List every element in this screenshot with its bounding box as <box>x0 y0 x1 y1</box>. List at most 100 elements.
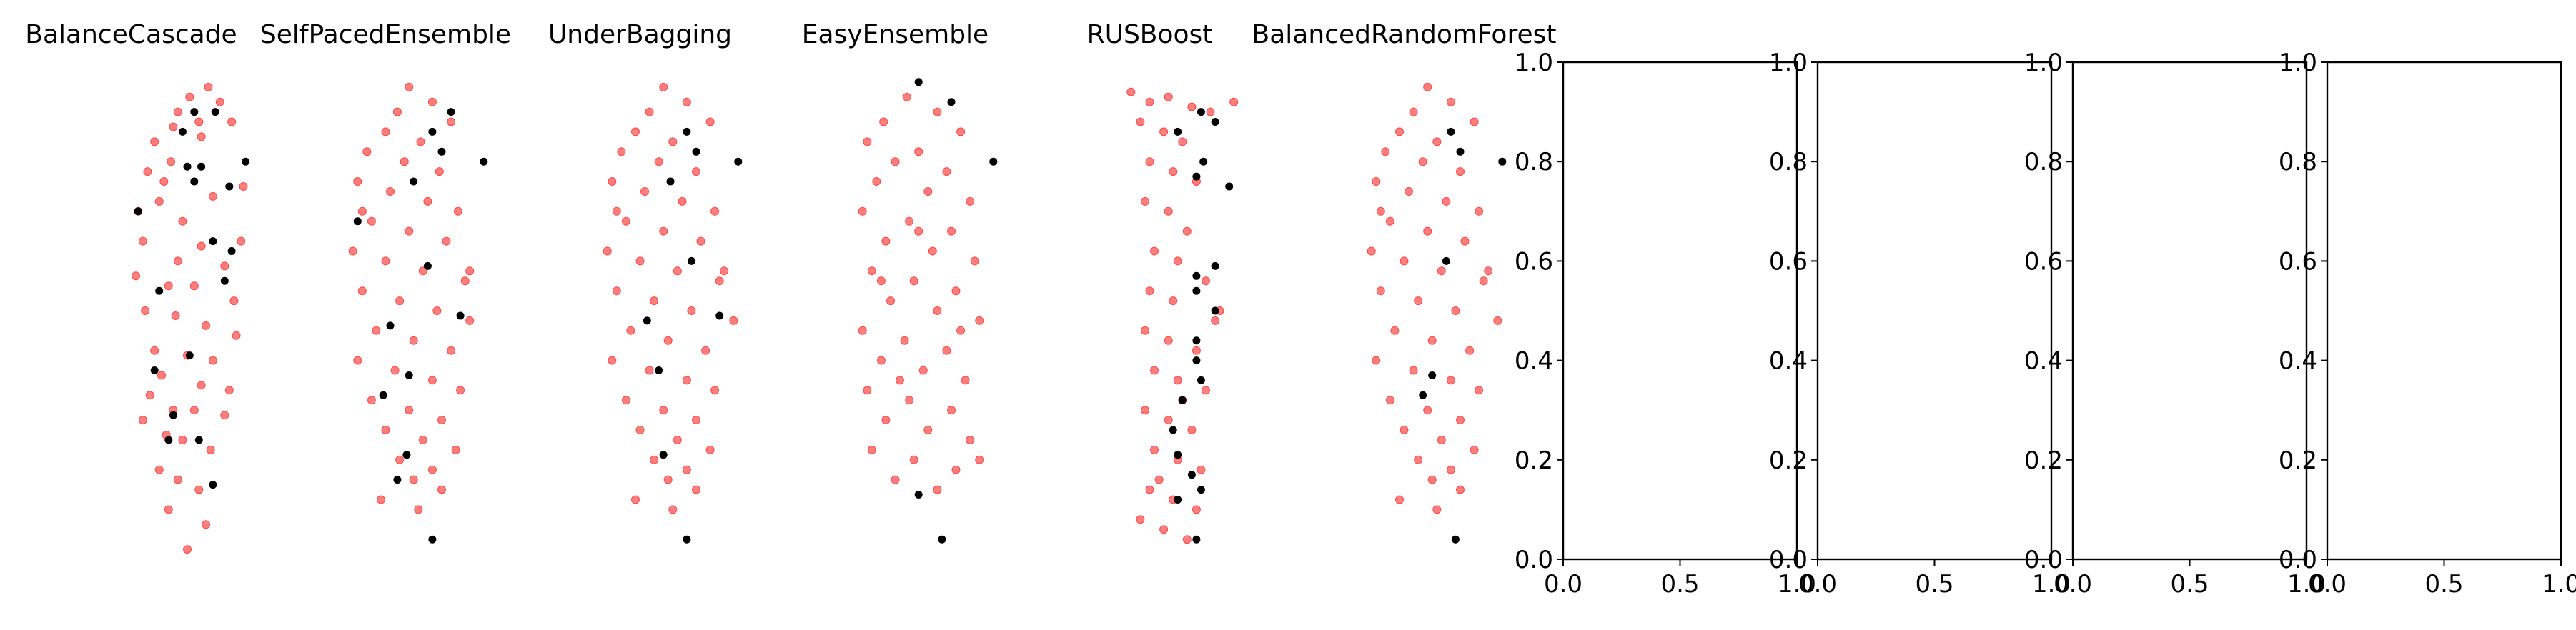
panel-6: BalancedRandomForest <box>1252 20 1556 544</box>
minority-point <box>1136 515 1145 524</box>
y-tick-label: 0.6 <box>1769 247 1808 276</box>
minority-point <box>1446 465 1455 474</box>
minority-point <box>409 475 418 484</box>
minority-point <box>227 117 237 126</box>
minority-point <box>876 356 886 365</box>
minority-point <box>612 206 621 216</box>
minority-point <box>1197 465 1206 474</box>
minority-point <box>1145 97 1154 106</box>
x-tick-label: 0.5 <box>1915 570 1953 599</box>
majority-point <box>209 481 217 489</box>
x-tick-label: 0.0 <box>1544 570 1582 599</box>
majority-point <box>1192 356 1201 365</box>
minority-point <box>729 316 738 325</box>
minority-point <box>138 416 147 425</box>
minority-point <box>891 157 900 166</box>
minority-point <box>150 137 159 146</box>
minority-point <box>1423 406 1432 415</box>
panel-8: 0.0 0.5 1.00.00.20.40.60.81.0 <box>1769 49 2071 599</box>
majority-point <box>428 535 437 544</box>
minority-point <box>386 187 395 196</box>
minority-point <box>456 386 465 395</box>
minority-point <box>858 206 867 216</box>
majority-point <box>1197 376 1205 384</box>
minority-point <box>224 386 234 395</box>
majority-point <box>1197 108 1205 116</box>
minority-point <box>442 236 451 246</box>
axes-frame <box>2326 61 2562 561</box>
majority-point <box>683 127 691 136</box>
y-tick-label: 0.0 <box>2279 546 2317 574</box>
minority-point <box>617 147 626 156</box>
panel-2: SelfPacedEnsemble <box>260 20 511 544</box>
minority-point <box>1451 306 1460 315</box>
y-tick-label: 1.0 <box>1769 49 1808 77</box>
minority-point <box>902 92 911 101</box>
minority-point <box>367 216 376 226</box>
minority-point <box>215 97 224 106</box>
minority-point <box>659 406 668 415</box>
minority-point <box>682 376 691 385</box>
y-tick-label: 0.6 <box>2279 247 2317 276</box>
majority-point <box>150 366 159 374</box>
minority-point <box>603 246 612 256</box>
minority-point <box>1432 137 1442 146</box>
majority-point <box>1211 118 1219 126</box>
minority-point <box>164 505 173 514</box>
minority-point <box>194 485 204 494</box>
minority-point <box>928 246 937 256</box>
panel-4: EasyEnsemble <box>802 20 998 544</box>
minority-point <box>1465 346 1475 355</box>
minority-point <box>1229 97 1239 106</box>
panel-title: UnderBagging <box>548 20 732 49</box>
minority-point <box>1405 187 1413 196</box>
x-tick-label: 1.0 <box>1778 570 1816 599</box>
minority-point <box>645 107 654 116</box>
minority-point <box>645 366 654 375</box>
y-tick-label: 0.8 <box>2024 148 2063 176</box>
minority-point <box>668 137 678 146</box>
majority-point <box>353 217 362 226</box>
minority-point <box>1169 167 1178 176</box>
majority-point <box>194 436 203 444</box>
y-tick-label: 0.0 <box>1515 546 1553 574</box>
y-tick-label: 0.2 <box>2279 446 2317 475</box>
minority-point <box>437 416 446 425</box>
x-tick-label: 0.5 <box>2424 570 2463 599</box>
minority-point <box>145 391 154 400</box>
minority-point <box>608 177 617 186</box>
y-tick-label: 0.4 <box>1515 347 1553 376</box>
minority-point <box>1446 97 1455 106</box>
y-tick-label: 0.2 <box>1515 446 1553 475</box>
minority-point <box>1150 246 1159 256</box>
minority-point <box>909 276 918 286</box>
minority-point <box>918 366 928 375</box>
majority-point <box>914 491 923 499</box>
minority-point <box>1484 266 1493 276</box>
minority-point <box>1159 127 1169 136</box>
majority-point <box>242 157 250 166</box>
minority-point <box>395 296 405 306</box>
minority-point <box>1470 445 1479 454</box>
minority-point <box>876 276 886 286</box>
minority-point <box>1456 167 1465 176</box>
majority-point <box>211 108 219 116</box>
minority-point <box>650 296 659 306</box>
minority-point <box>923 426 933 434</box>
minority-point <box>400 157 409 166</box>
majority-point <box>947 98 956 106</box>
minority-point <box>390 366 400 375</box>
minority-point <box>970 256 979 266</box>
minority-point <box>1173 376 1182 385</box>
majority-point <box>402 451 411 459</box>
minority-point <box>914 147 923 156</box>
y-tick-label: 0.2 <box>1769 446 1808 475</box>
minority-point <box>886 296 895 306</box>
minority-point <box>157 371 166 380</box>
x-tick-label: 1.0 <box>2287 570 2326 599</box>
minority-point <box>405 406 414 415</box>
minority-point <box>1372 356 1381 365</box>
majority-point <box>1174 451 1182 459</box>
minority-point <box>1390 326 1400 335</box>
minority-point <box>1427 336 1437 345</box>
